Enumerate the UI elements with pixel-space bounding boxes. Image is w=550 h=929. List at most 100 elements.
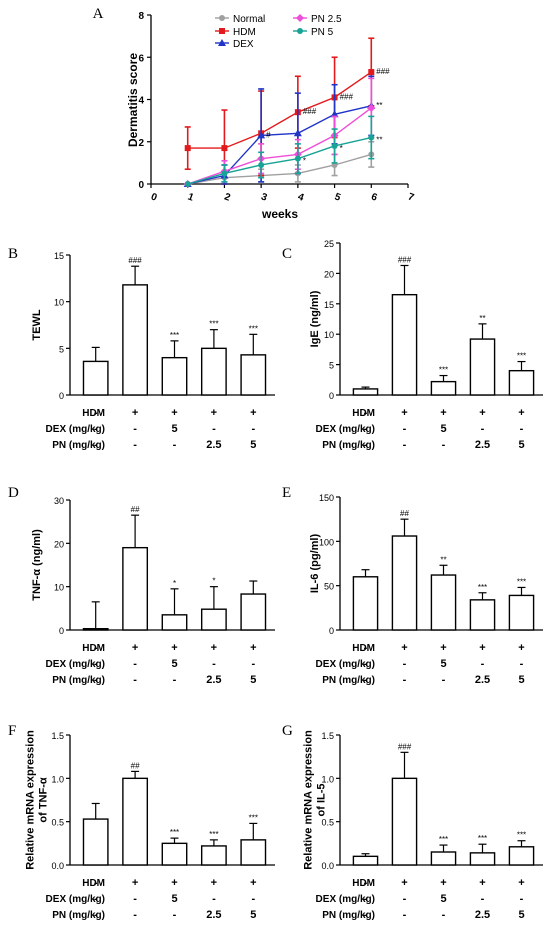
treatment-row-label: DEX (mg/kg) [316,424,375,435]
y-axis-label: TNF-α (ng/ml) [31,529,43,601]
treatment-table: HDM- + + + +DEX (mg/kg)- -5- -PN (mg/kg)- - -2.5… [46,407,257,451]
significance-label: # [266,130,271,139]
treatment-table: HDM- + + + +DEX (mg/kg)- -5- -PN (mg/kg)- - -2.5… [46,642,257,686]
significance-label: *** [517,577,526,586]
treatment-cell: - [520,423,524,435]
treatment-cell: + [440,877,446,889]
significance-label: *** [170,331,179,340]
treatment-cell: + [479,642,485,654]
treatment-table: HDM- + + + +DEX (mg/kg)- -5- -PN (mg/kg)- - -2.5… [46,877,257,921]
bar [240,839,267,866]
y-tick-label: 0.0 [51,861,64,871]
treatment-table: HDM- + + + +DEX (mg/kg)- -5- -PN (mg/kg)- - -2.5… [316,407,525,451]
treatment-cell: + [440,642,446,654]
treatment-cell: + [211,407,217,419]
y-tick-label: 0 [329,626,334,636]
significance-label: *** [517,831,526,840]
y-tick-label: 2 [138,138,144,149]
treatment-cell: + [479,407,485,419]
significance-label: * [212,577,215,586]
panel-letter-a: A [93,6,104,22]
data-point [330,110,339,118]
treatment-row-label: DEX (mg/kg) [46,894,105,905]
data-point [184,181,191,187]
legend-marker [219,15,225,21]
treatment-table: HDM- + + + +DEX (mg/kg)- -5- -PN (mg/kg)- - -2.5… [316,877,525,921]
y-tick-label: 30 [54,496,64,506]
significance-label: *** [517,352,526,361]
significance-label: ### [340,92,354,101]
treatment-cell: + [132,642,138,654]
treatment-cell: - [403,909,407,921]
bar [430,851,457,866]
y-tick-label: 0.0 [321,861,334,871]
y-tick-label: 10 [54,583,64,593]
bar [161,356,188,396]
data-point [368,69,375,76]
treatment-cell: - [94,407,98,419]
significance-label: *** [478,834,487,843]
y-tick-label: 0 [329,391,334,401]
treatment-cell: 5 [518,439,524,451]
treatment-row-label: PN (mg/kg) [322,910,375,921]
bar [430,380,457,396]
treatment-cell: 5 [250,909,256,921]
significance-label: ** [376,101,382,110]
treatment-cell: - [520,658,524,670]
treatment-cell: 5 [171,423,177,435]
legend-marker [296,14,304,22]
series-pn-5: **** [184,115,383,187]
treatment-cell: - [403,893,407,905]
y-tick-label: 6 [138,53,144,64]
treatment-cell: - [133,439,137,451]
treatment-row-label: HDM [352,643,375,654]
treatment-cell: 5 [518,909,524,921]
treatment-cell: 5 [518,674,524,686]
treatment-cell: - [251,893,255,905]
bar [161,614,188,631]
significance-label: *** [439,366,448,375]
y-tick-label: 15 [324,300,334,310]
significance-label: ** [376,136,382,145]
x-tick-label: 2 [223,192,232,204]
panel-letter-f: F [8,723,16,739]
y-axis-label: Relative mRNA expression [25,730,37,870]
data-point [221,145,228,152]
treatment-cell: 5 [440,423,446,435]
legend-label: Normal [233,14,265,25]
legend-label: HDM [233,27,256,38]
y-tick-label: 5 [59,344,64,354]
treatment-cell: - [442,909,446,921]
x-tick-label: 3 [260,192,269,204]
treatment-row-label: DEX (mg/kg) [316,659,375,670]
y-tick-label: 0 [59,626,64,636]
x-tick-label: 7 [406,192,415,204]
series-hdm: ### ### ### [184,37,390,185]
treatment-cell: + [401,642,407,654]
y-tick-label: 0 [59,391,64,401]
treatment-cell: - [133,423,137,435]
significance-label: *** [249,813,258,822]
legend-marker [297,28,303,34]
treatment-cell: - [94,658,98,670]
treatment-cell: - [94,674,98,686]
treatment-cell: - [364,877,368,889]
significance-label: *** [209,830,218,839]
treatment-cell: + [171,407,177,419]
treatment-row-label: PN (mg/kg) [52,675,105,686]
treatment-cell: - [94,877,98,889]
treatment-cell: + [518,642,524,654]
x-tick-label: 4 [296,192,305,204]
significance-label: *** [478,583,487,592]
data-point [258,161,265,168]
treatment-cell: - [173,909,177,921]
treatment-cell: 2.5 [206,439,221,451]
series-line [187,153,372,185]
bar [122,777,149,866]
bar [391,293,418,396]
